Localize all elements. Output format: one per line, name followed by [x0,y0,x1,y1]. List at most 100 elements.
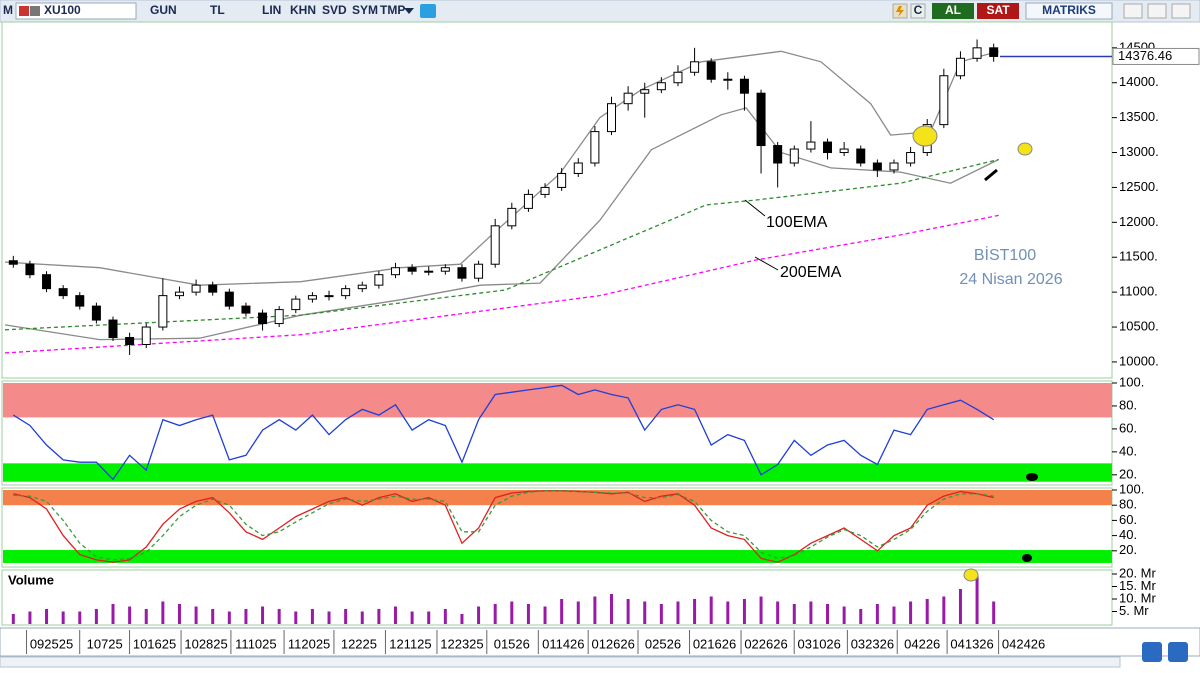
toolbar-button[interactable]: LIN [262,3,281,17]
candle-body [208,284,218,293]
volume-bar [111,604,115,624]
x-tick-label: 092525 [30,636,73,651]
volume-bar [626,599,630,624]
candle-body [241,305,251,314]
candle-body [407,267,417,272]
sync-button[interactable] [1142,642,1162,662]
candle-body [42,274,52,290]
refresh-box[interactable] [910,3,926,19]
nav-button[interactable] [1168,642,1188,662]
bolt-icon [896,6,904,17]
volume-bar [11,614,15,624]
toolbar-buttons: GUN TL LIN KHN SVD SYM TMP [150,3,405,17]
symbol[interactable]: XU100 [44,3,81,17]
volume-bar [244,609,248,624]
candle-body [872,162,882,171]
dot-marker [1026,473,1038,481]
volume-bar [958,589,962,624]
volume-bar [94,609,98,624]
volume-bar [759,596,763,624]
candle-body [889,162,899,171]
volume-bar [892,606,896,624]
sell-box[interactable] [977,3,1019,19]
y-tick-label: 20. Mr [1119,565,1157,580]
close-button[interactable] [1171,3,1191,19]
volume-bar [842,606,846,624]
volume-bar [576,601,580,624]
date-label: 24 Nisan 2026 [959,271,1062,288]
symbol-icon [30,6,40,16]
candle-body [823,141,833,154]
candle-body [474,263,484,279]
candle-body [540,186,550,195]
series-line [13,490,994,563]
buy-box[interactable] [932,3,974,19]
volume-bar [975,576,979,624]
candle-body [739,78,749,94]
main-panel [1,21,1113,379]
x-tick-label: 031026 [798,636,841,651]
refresh-button[interactable]: C [914,3,923,17]
minimize-button[interactable] [1123,3,1143,19]
volume-bar [327,611,331,624]
volume-bar [526,604,530,624]
candle-body [623,92,633,105]
volume-bar [709,596,713,624]
toolbar-button[interactable]: TMP [380,3,405,17]
volume-bar [78,611,82,624]
leader-line [744,199,766,217]
candle-body [91,305,101,321]
series-line [13,490,994,561]
volume-bar [28,611,32,624]
sell-button[interactable]: SAT [986,3,1010,17]
volume-bar [360,611,364,624]
scrollbar[interactable] [0,656,1121,668]
overlay-line [4,158,999,331]
volume-bar [659,604,663,624]
volume-bar [161,601,165,624]
x-tick-label: 122325 [440,636,483,651]
volume-bar [610,594,614,624]
x-tick-label: 032326 [851,636,894,651]
volume-bar [742,599,746,624]
toolbar-button[interactable]: KHN [290,3,316,17]
candle-body [174,291,184,297]
toolbar-button[interactable]: GUN [150,3,177,17]
volume-bar [427,611,431,624]
candle-body [108,319,118,339]
buy-button[interactable]: AL [945,3,961,17]
candle-body [806,141,816,150]
share-button[interactable] [420,4,436,18]
candle-body [523,193,533,209]
symbol-icon [19,6,29,16]
toolbar-button[interactable]: SVD [322,3,347,17]
volume-bar [393,606,397,624]
menu-button[interactable]: M [3,3,13,17]
candle-body [224,291,234,307]
y-tick-label: 12000. [1119,214,1159,229]
symbol-box[interactable] [15,2,137,20]
volume-bar [194,606,198,624]
y-tick-label: 10500. [1119,318,1159,333]
zone [3,550,1112,563]
candle-body [8,260,18,265]
volume-bar [261,606,265,624]
candle-body [324,295,334,298]
stoch-panel [1,487,1113,568]
toolbar-button[interactable]: SYM [352,3,378,17]
toolbar-button[interactable]: TL [210,3,225,17]
dropdown-arrow[interactable] [404,8,414,14]
maximize-button[interactable] [1147,3,1167,19]
y-tick-label: 5. Mr [1119,603,1149,618]
series-line [12,384,995,481]
y-tick-label: 10. Mr [1119,590,1157,605]
candle-body [357,284,367,290]
candle-body [557,172,567,188]
volume-bar [61,611,65,624]
volume-panel [1,569,1113,626]
candle-body [640,89,650,94]
candle-body [258,312,268,325]
dot-marker [1022,554,1032,562]
volume-bar [310,609,314,624]
brand-box [1025,2,1113,20]
